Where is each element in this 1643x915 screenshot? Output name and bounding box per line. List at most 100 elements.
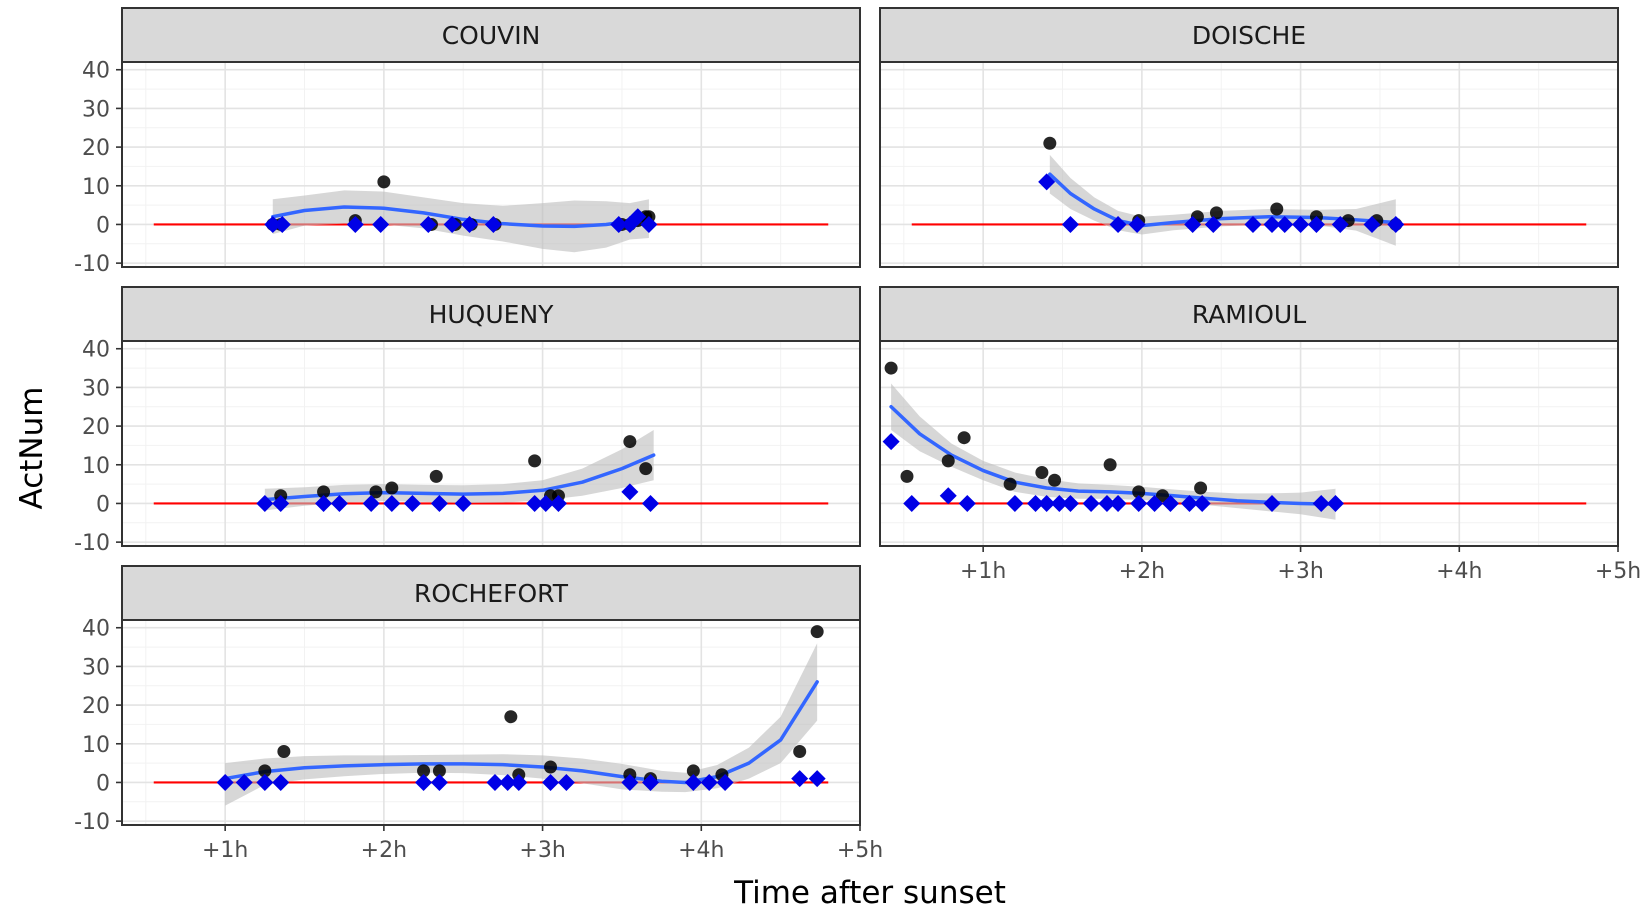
strip-label-rochefort: ROCHEFORT	[414, 579, 569, 608]
panel-ramioul: RAMIOUL +1h +2h +3h +4h +5h	[879, 286, 1641, 584]
predicted-point	[1184, 215, 1202, 233]
predicted-point	[510, 773, 528, 791]
predicted-point	[272, 773, 290, 791]
x-tick-label: +1h	[960, 559, 1006, 584]
y-tick-label: 0	[96, 771, 110, 796]
predicted-point	[256, 773, 274, 791]
predicted-point	[486, 773, 504, 791]
predicted-point	[526, 494, 544, 512]
observed-point	[1043, 136, 1057, 150]
predicted-point	[610, 215, 628, 233]
predicted-point	[362, 494, 380, 512]
observed-point	[369, 485, 383, 499]
x-tick-label: +4h	[678, 838, 724, 863]
predicted-point	[1130, 494, 1148, 512]
predicted-point	[640, 215, 658, 233]
predicted-point	[557, 773, 575, 791]
predicted-point	[1387, 215, 1405, 233]
observed-point	[793, 745, 807, 759]
predicted-point	[419, 215, 437, 233]
predicted-point	[461, 215, 479, 233]
predicted-point	[346, 215, 364, 233]
x-tick-label: +5h	[1595, 559, 1641, 584]
predicted-point	[264, 215, 282, 233]
y-axis-title: ActNum	[14, 387, 50, 510]
x-tick-label: +4h	[1436, 559, 1482, 584]
predicted-point	[1109, 494, 1127, 512]
predicted-point	[1363, 215, 1381, 233]
y-tick-label: 30	[82, 376, 110, 401]
predicted-point	[542, 773, 560, 791]
predicted-point	[1244, 215, 1262, 233]
y-tick-label: 0	[96, 492, 110, 517]
x-tick-label: +3h	[1277, 559, 1323, 584]
predicted-point	[549, 494, 567, 512]
predicted-point	[903, 494, 921, 512]
predicted-point	[1061, 494, 1079, 512]
observed-point	[544, 760, 558, 774]
predicted-point	[1161, 494, 1179, 512]
panel-doische: DOISCHE	[879, 7, 1619, 268]
observed-point	[900, 469, 914, 483]
predicted-point	[1263, 215, 1281, 233]
panel-couvin: COUVIN -10 0 10 20 30 40	[74, 7, 861, 277]
panel-border	[879, 340, 1619, 547]
y-tick-label: 30	[82, 655, 110, 680]
strip-huqueny	[121, 286, 861, 342]
panels-layer: COUVIN -10 0 10 20 30 40 DOISCHE HUQUENY -10 0 10 20…	[74, 7, 1641, 863]
predicted-point	[642, 494, 660, 512]
observed-point	[1194, 481, 1208, 495]
predicted-point	[537, 494, 555, 512]
smooth-line	[263, 453, 656, 502]
observed-point	[1270, 202, 1284, 216]
predicted-point	[1128, 215, 1146, 233]
y-tick-label: 30	[82, 97, 110, 122]
predicted-point	[1263, 494, 1281, 512]
y-tick-label: 10	[82, 175, 110, 200]
x-axis-title: Time after sunset	[733, 875, 1006, 911]
observed-point	[639, 462, 653, 476]
observed-point	[810, 625, 824, 639]
y-tick-label: 40	[82, 338, 110, 363]
smooth-line	[1048, 172, 1398, 228]
predicted-point	[383, 494, 401, 512]
y-tick-label: 20	[82, 136, 110, 161]
predicted-point	[430, 494, 448, 512]
predicted-point	[484, 215, 502, 233]
panel-huqueny: HUQUENY -10 0 10 20 30 40	[74, 286, 861, 556]
y-tick-label: 20	[82, 694, 110, 719]
observed-point	[528, 454, 542, 468]
predicted-point	[330, 494, 348, 512]
predicted-point	[430, 773, 448, 791]
y-tick-label: 10	[82, 733, 110, 758]
x-tick-label: +1h	[202, 838, 248, 863]
predicted-point	[791, 770, 809, 788]
panel-border	[121, 340, 861, 547]
predicted-point	[1146, 494, 1164, 512]
predicted-point	[1038, 173, 1056, 191]
predicted-point	[454, 494, 472, 512]
panel-background	[880, 341, 1618, 546]
observed-point	[385, 481, 399, 495]
predicted-point	[1109, 215, 1127, 233]
predicted-point	[443, 215, 461, 233]
observed-point	[429, 469, 443, 483]
predicted-point	[1180, 494, 1198, 512]
strip-label-huqueny: HUQUENY	[429, 300, 555, 329]
observed-point	[941, 454, 955, 468]
panel-background	[122, 341, 860, 546]
observed-point	[377, 175, 391, 189]
predicted-point	[1326, 494, 1344, 512]
predicted-point	[939, 487, 957, 505]
strip-rochefort	[121, 565, 861, 621]
predicted-point	[716, 773, 734, 791]
observed-point	[884, 361, 898, 375]
predicted-point	[403, 494, 421, 512]
observed-point	[686, 764, 700, 778]
y-tick-label: 40	[82, 617, 110, 642]
predicted-point	[684, 773, 702, 791]
strip-label-ramioul: RAMIOUL	[1192, 300, 1306, 329]
predicted-point	[415, 773, 433, 791]
panel-border	[879, 61, 1619, 268]
